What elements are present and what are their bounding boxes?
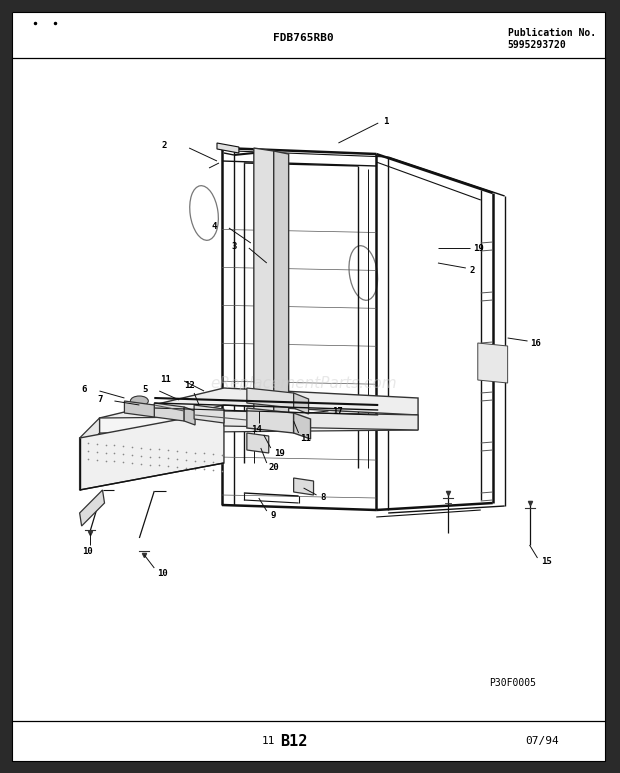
Text: 6: 6 — [81, 384, 87, 393]
Text: 1: 1 — [383, 117, 389, 125]
Polygon shape — [254, 148, 273, 415]
Polygon shape — [247, 388, 294, 408]
Polygon shape — [79, 418, 100, 453]
Polygon shape — [154, 403, 184, 421]
Polygon shape — [194, 405, 224, 423]
Text: FDB765RB0: FDB765RB0 — [273, 33, 334, 43]
Polygon shape — [247, 433, 268, 453]
Text: 16: 16 — [531, 339, 541, 348]
Text: 9: 9 — [271, 510, 276, 519]
Polygon shape — [217, 143, 239, 153]
Text: 4: 4 — [211, 222, 217, 230]
Text: 2: 2 — [470, 265, 475, 274]
Text: P30F0005: P30F0005 — [489, 678, 536, 688]
Text: 07/94: 07/94 — [526, 736, 559, 746]
Polygon shape — [478, 343, 508, 383]
Text: 12: 12 — [184, 380, 195, 390]
Polygon shape — [100, 415, 418, 433]
Text: 5995293720: 5995293720 — [508, 40, 567, 50]
Text: 19: 19 — [273, 448, 285, 458]
Polygon shape — [247, 408, 294, 433]
Text: 11: 11 — [262, 736, 275, 746]
Ellipse shape — [130, 396, 148, 406]
Text: 5: 5 — [142, 384, 148, 393]
Text: 8: 8 — [321, 492, 326, 502]
Text: 17: 17 — [332, 407, 343, 416]
Polygon shape — [125, 401, 154, 417]
Text: 11: 11 — [161, 374, 171, 383]
Text: 11: 11 — [301, 434, 311, 442]
Text: 19: 19 — [473, 243, 484, 253]
Text: 2: 2 — [162, 141, 167, 149]
Text: 10: 10 — [82, 547, 93, 556]
Polygon shape — [294, 478, 314, 495]
Polygon shape — [273, 151, 289, 418]
Text: 3: 3 — [231, 241, 237, 250]
Text: 14: 14 — [252, 424, 262, 434]
Text: 10: 10 — [157, 568, 168, 577]
Polygon shape — [224, 411, 418, 430]
Text: B12: B12 — [280, 734, 308, 748]
Text: 20: 20 — [268, 462, 280, 472]
Polygon shape — [100, 388, 418, 435]
Polygon shape — [294, 413, 311, 439]
Text: Publication No.: Publication No. — [508, 28, 596, 38]
Text: eReplacementParts.com: eReplacementParts.com — [210, 376, 397, 390]
Polygon shape — [184, 407, 195, 425]
Polygon shape — [79, 411, 224, 490]
Text: 7: 7 — [97, 394, 102, 404]
Polygon shape — [294, 393, 309, 414]
Text: 15: 15 — [541, 557, 552, 566]
Polygon shape — [79, 490, 105, 526]
